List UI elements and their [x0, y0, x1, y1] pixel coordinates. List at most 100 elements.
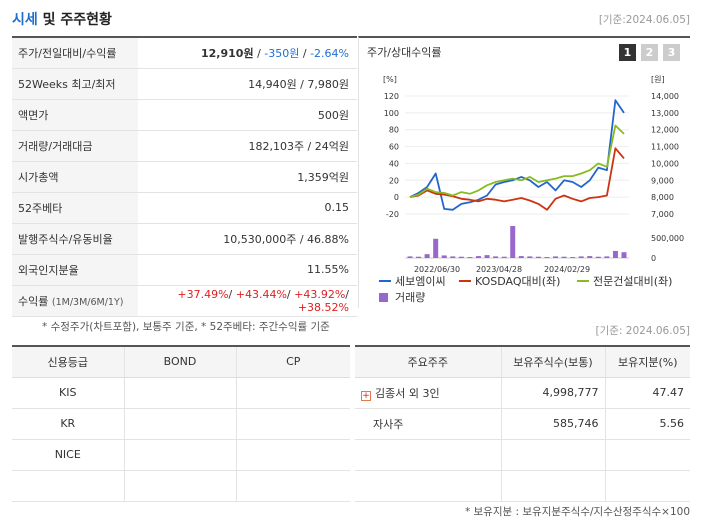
section-header: 시세 및 주주현황 [기준:2024.06.05] — [12, 6, 690, 32]
chart-title: 주가/상대수익률 — [367, 46, 442, 59]
holder-row: + 김종서 외 3인 4,998,777 47.47 — [355, 377, 690, 409]
stat-value: 500원 — [138, 99, 357, 131]
volume-bar — [595, 256, 601, 258]
holdings-footnote: * 보유지분 : 보유지분주식수/지수산정주식수×100 — [464, 506, 690, 518]
left-tick-label: 20 — [389, 176, 399, 185]
holders-header: 보유주식수(보통) — [501, 346, 606, 378]
chart-tabs: 1 2 3 — [619, 44, 680, 61]
stat-value: 10,530,000주 / 46.88% — [138, 223, 357, 255]
stat-row-market-cap: 시가총액 1,359억원 — [12, 161, 357, 193]
volume-bar — [450, 256, 456, 258]
legend-label: 거래량 — [395, 291, 425, 304]
volume-bar — [535, 256, 541, 258]
right-tick-label: 11,000 — [651, 143, 679, 152]
left-tick-label: -20 — [386, 210, 399, 219]
volume-bar — [501, 256, 507, 258]
volume-bar — [407, 256, 413, 258]
credit-row: KR — [12, 408, 350, 440]
stat-value: 11.55% — [138, 254, 357, 286]
volume-bar — [578, 256, 584, 258]
right-tick-label: 7,000 — [651, 210, 674, 219]
legend-label: 전문건설대비(좌) — [593, 275, 672, 288]
stat-value: 14,940원 / 7,980원 — [138, 68, 357, 100]
volume-bar — [475, 256, 481, 258]
left-tick-label: 80 — [389, 126, 399, 135]
holder-row — [355, 470, 690, 502]
volume-bar — [612, 250, 618, 258]
title-rest: 및 주주현황 — [37, 12, 112, 28]
volume-tick-label: 500,000 — [651, 234, 684, 243]
stat-row-52weeks: 52Weeks 최고/최저 14,940원 / 7,980원 — [12, 68, 357, 100]
holder-row — [355, 439, 690, 471]
stock-stats-table: 주가/전일대비/수익률 12,910원 / -350원 / -2.64% 52W… — [12, 36, 357, 317]
credit-header: BOND — [124, 346, 237, 378]
price-change-rate: -2.64% — [310, 46, 349, 60]
volume-bar — [570, 257, 576, 258]
volume-bar — [484, 255, 490, 258]
volume-bar — [467, 257, 473, 258]
x-tick-label: 2023/04/28 — [476, 265, 522, 274]
volume-bar — [493, 256, 499, 258]
volume-bar — [553, 256, 559, 258]
section-title: 시세 및 주주현황 — [12, 9, 112, 29]
volume-bar — [527, 256, 533, 258]
series-line — [409, 124, 625, 198]
return-1y: +38.52% — [297, 300, 349, 314]
stat-row-beta: 52주베타 0.15 — [12, 192, 357, 224]
left-tick-label: 120 — [384, 92, 399, 101]
stat-row-price: 주가/전일대비/수익률 12,910원 / -350원 / -2.64% — [12, 37, 357, 69]
holder-shares: 4,998,777 — [501, 377, 606, 409]
volume-bar — [544, 257, 550, 258]
stat-value: 1,359억원 — [138, 161, 357, 193]
stats-footnote: * 수정주가(차트포함), 보통주 기준, * 52주베타: 주간수익률 기준 — [42, 321, 330, 333]
basis-date: [기준:2024.06.05] — [598, 13, 690, 26]
return-1m: +37.49% — [177, 287, 229, 301]
credit-header: 신용등급 — [12, 346, 125, 378]
legend-swatch — [379, 293, 388, 302]
volume-tick-label: 0 — [651, 254, 656, 263]
x-tick-label: 2022/06/30 — [414, 265, 460, 274]
volume-bar — [424, 254, 430, 258]
basis-date-2: [기준: 2024.06.05] — [595, 325, 690, 337]
stat-value: 0.15 — [138, 192, 357, 224]
volume-bar — [621, 252, 627, 258]
holders-header: 보유지분(%) — [605, 346, 690, 378]
expand-plus-icon[interactable]: + — [361, 390, 371, 401]
holder-name: 김종서 외 3인 — [375, 386, 440, 400]
chart-tab-1[interactable]: 1 — [619, 44, 636, 61]
holder-pct: 47.47 — [605, 377, 690, 409]
x-tick-label: 2024/02/29 — [544, 265, 590, 274]
credit-rating-table: 신용등급 BOND CP KIS KR NICE — [12, 345, 350, 502]
series-line — [409, 147, 625, 211]
holder-row: 자사주 585,746 5.56 — [355, 408, 690, 440]
right-tick-label: 14,000 — [651, 92, 679, 101]
holder-pct: 5.56 — [605, 408, 690, 440]
right-tick-label: 13,000 — [651, 109, 679, 118]
right-tick-label: 10,000 — [651, 159, 679, 168]
return-6m: +43.92% — [294, 287, 346, 301]
volume-bar — [433, 238, 439, 258]
credit-row — [12, 470, 350, 502]
credit-row: NICE — [12, 439, 350, 471]
volume-bar — [458, 256, 464, 258]
volume-bar — [510, 226, 516, 258]
volume-bar — [416, 256, 422, 258]
stat-value: 182,103주 / 24억원 — [138, 130, 357, 162]
chart-panel: 주가/상대수익률 1 2 3 [%] [원] 120 14,000 100 13,000 8… — [358, 36, 690, 308]
chart-tab-3[interactable]: 3 — [663, 44, 680, 61]
legend-label: 세보엠이씨 — [395, 275, 446, 288]
volume-bar — [604, 256, 610, 258]
left-tick-label: 0 — [394, 193, 399, 202]
return-3m: +43.44% — [235, 287, 287, 301]
stat-key: 주가/전일대비/수익률 — [12, 37, 138, 69]
volume-bar — [518, 256, 524, 258]
credit-header: CP — [236, 346, 350, 378]
current-price: 12,910원 — [201, 46, 254, 60]
legend-label: KOSDAQ대비(좌) — [475, 275, 560, 288]
right-unit-label: [원] — [651, 75, 665, 84]
volume-bar — [441, 255, 447, 258]
stat-row-shares: 발행주식수/유동비율 10,530,000주 / 46.88% — [12, 223, 357, 255]
major-shareholders-table: 주요주주 보유주식수(보통) 보유지분(%) + 김종서 외 3인 4,998,7… — [355, 345, 690, 502]
chart-tab-2[interactable]: 2 — [641, 44, 658, 61]
left-tick-label: 40 — [389, 159, 399, 168]
